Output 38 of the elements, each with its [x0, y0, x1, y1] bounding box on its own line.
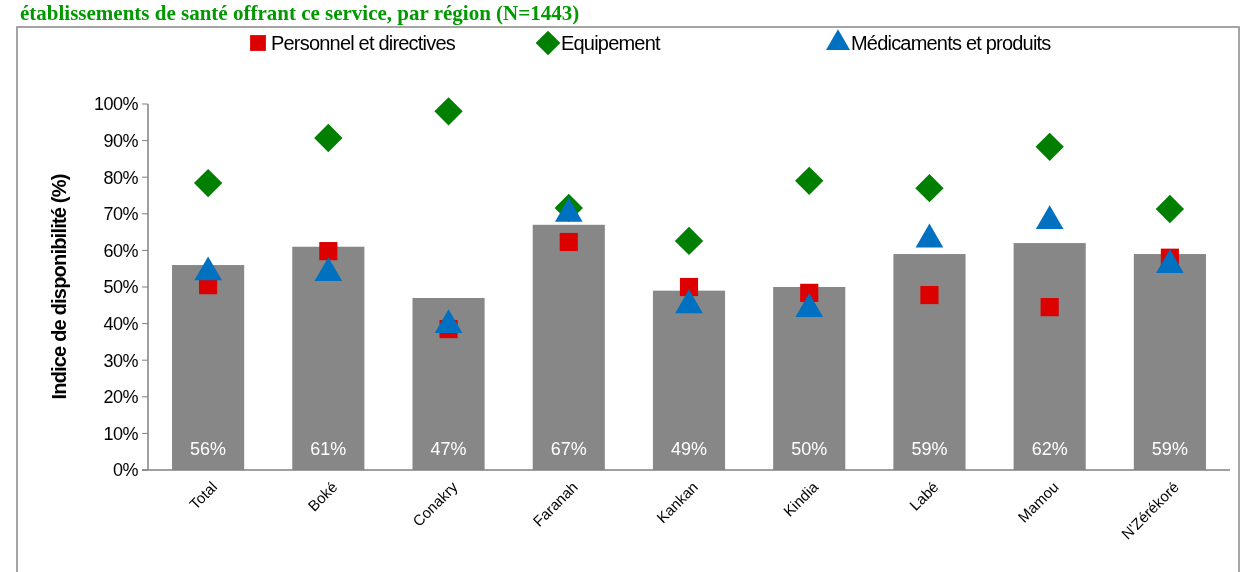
data-label: 61%	[310, 439, 347, 459]
y-tick-label: 50%	[103, 277, 139, 298]
y-tick-label: 30%	[103, 350, 139, 371]
data-label: 59%	[1151, 439, 1188, 459]
legend-label: Personnel et directives	[271, 32, 456, 54]
y-tick-label: 40%	[103, 313, 139, 334]
y-tick-label: 0%	[112, 460, 139, 481]
point	[1035, 132, 1064, 161]
y-axis-title: Indice de disponibilité (%)	[48, 174, 70, 400]
point	[319, 242, 338, 261]
point	[434, 97, 463, 126]
data-label: 62%	[1031, 439, 1068, 459]
point	[314, 123, 343, 153]
point	[1155, 194, 1185, 224]
y-tick-label: 90%	[103, 130, 139, 151]
point	[193, 168, 223, 198]
data-label: 59%	[911, 439, 948, 459]
y-tick-label: 10%	[103, 423, 139, 444]
legend-label: Médicaments et produits	[851, 32, 1052, 54]
y-tick-label: 20%	[103, 387, 139, 408]
data-label: 49%	[670, 439, 708, 459]
point	[920, 285, 939, 305]
y-tick-label: 80%	[103, 167, 139, 188]
legend-label: Equipement	[561, 32, 661, 54]
y-tick-label: 100%	[93, 94, 139, 115]
point	[679, 277, 699, 297]
point	[559, 232, 578, 252]
data-label: 56%	[190, 439, 227, 459]
point	[795, 166, 824, 196]
data-label: 47%	[430, 439, 467, 459]
chart-title: établissements de santé offrant ce service, par région (N=1443)	[20, 1, 580, 25]
data-label: 67%	[550, 439, 587, 459]
y-tick-label: 60%	[103, 240, 139, 261]
point	[915, 174, 944, 203]
y-tick-label: 70%	[103, 204, 139, 225]
point	[674, 226, 704, 256]
data-label: 50%	[791, 439, 828, 459]
point	[1040, 298, 1059, 317]
